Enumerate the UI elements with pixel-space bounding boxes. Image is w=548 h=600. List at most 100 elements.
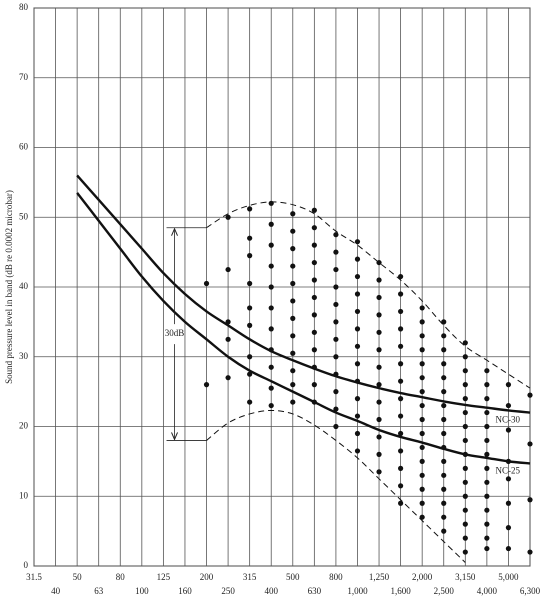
x-tick-label: 1,000 [347,586,368,596]
x-tick-label: 800 [329,572,343,582]
data-dot [462,423,468,430]
data-dot [462,493,468,499]
data-dot [311,329,317,335]
data-dot [441,444,447,451]
data-dot [333,249,339,255]
data-dot [268,284,274,290]
data-dot [268,242,274,248]
data-dot [247,399,253,405]
span-label: 30dB [165,328,185,338]
data-dot [290,399,296,405]
data-dot [419,361,425,367]
y-tick-label: 60 [19,142,29,152]
data-dot [398,308,404,315]
data-dot [398,430,404,437]
x-tick-label: 630 [308,586,322,596]
data-dot [441,500,447,506]
data-dot [398,378,404,384]
data-dot [527,497,533,503]
data-dot [354,273,361,280]
data-dot [419,444,425,451]
data-dot [268,221,274,227]
data-dot [268,305,274,311]
data-dot [441,333,447,339]
data-dot [398,361,404,367]
data-dot [311,259,317,266]
x-tick-label: 2,000 [412,572,433,582]
data-dot [441,347,447,353]
data-dot [419,347,425,353]
data-dot [462,535,468,541]
data-dot [290,211,296,217]
data-dot [419,416,425,423]
data-dot [441,361,447,367]
data-dot [376,434,382,440]
data-dot [484,535,490,541]
data-dot [247,206,253,212]
data-dot [505,402,512,409]
x-tick-label: 200 [200,572,214,582]
data-dot [247,305,253,311]
y-tick-label: 20 [19,421,29,431]
data-dot [376,277,382,283]
data-dot [354,291,361,297]
x-tick-label: 315 [243,572,257,582]
data-dot [419,319,425,325]
data-dot [398,273,404,280]
data-dot [247,354,253,360]
data-dot [225,319,231,325]
data-dot [441,430,447,437]
data-dot [354,326,361,332]
data-dot [419,472,425,478]
data-dot [376,294,382,301]
curve-label: NC-30 [496,415,521,425]
data-dot [311,277,317,283]
data-dot [484,479,490,485]
x-tick-label: 500 [286,572,300,582]
data-dot [441,375,447,381]
data-dot [247,280,253,287]
data-dot [376,259,382,266]
data-dot [247,253,253,259]
arrow-head [171,432,178,441]
data-dot [311,207,317,213]
data-dot [484,545,490,552]
y-tick-label: 70 [19,72,29,82]
data-dot [290,280,296,287]
data-dot [354,343,361,349]
data-dot [462,437,468,444]
data-dot [462,451,468,457]
data-dot [247,322,253,328]
data-dot [354,430,361,437]
data-dot [484,382,490,388]
data-dot [268,326,274,332]
x-tick-label: 63 [94,586,104,596]
data-dot [376,312,382,318]
data-dot [462,521,468,527]
data-dot [484,451,490,457]
data-dot [419,333,425,339]
data-dot [441,458,447,464]
x-tick-label: 125 [157,572,171,582]
envelope-line [206,201,531,389]
data-dot [505,500,512,506]
y-tick-label: 0 [24,560,29,570]
data-dot [462,507,468,513]
data-dot [462,409,468,416]
data-dot [376,347,382,353]
data-dot [462,396,468,402]
data-dot [376,451,382,457]
x-tick-label: 6,300 [520,586,541,596]
data-dot [333,406,339,412]
y-axis-label: Sound pressure level in band (dB re 0.00… [4,190,14,384]
data-dot [484,507,490,513]
arrow-head [171,227,178,236]
x-tick-label: 5,000 [498,572,519,582]
data-dot [290,382,296,388]
nc-curve [76,192,531,465]
data-dot [398,343,404,349]
data-dot [398,483,404,489]
data-dot [268,402,274,409]
x-tick-label: 3,150 [455,572,476,582]
